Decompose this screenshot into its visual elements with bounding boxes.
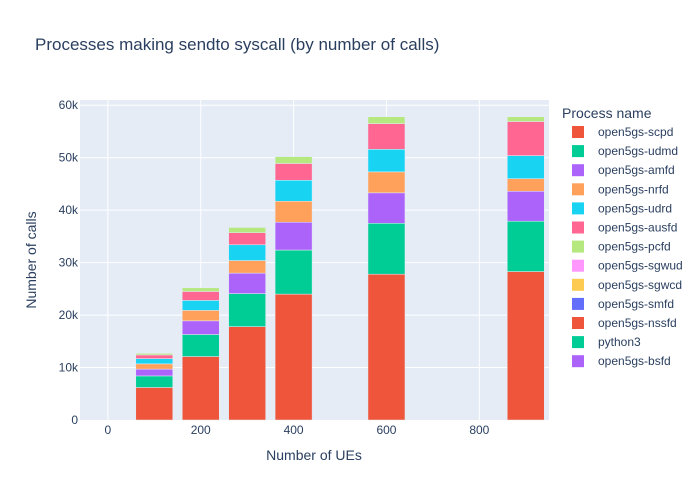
bar-segment (507, 191, 545, 222)
legend-swatch (572, 183, 584, 196)
legend-swatch (572, 336, 584, 349)
bar-segment (181, 320, 220, 335)
y-axis-ticks: 0 10k 20k 30k 40k 50k 60k (59, 98, 79, 427)
legend-label: open5gs-udmd (598, 144, 678, 158)
bar-segment (274, 156, 313, 164)
y-tick-label: 10k (59, 361, 79, 375)
y-tick-label: 0 (71, 413, 78, 427)
bar-segment (274, 180, 313, 202)
bar-segment (367, 116, 406, 124)
bar-segment (135, 353, 174, 356)
bar-segment (228, 272, 266, 294)
legend-swatch (572, 278, 584, 291)
bar-segment (507, 271, 545, 421)
bar-segment (181, 310, 220, 322)
bar-segment (135, 387, 174, 421)
x-tick-label: 600 (376, 423, 396, 437)
legend-label: open5gs-pcfd (598, 240, 671, 254)
bar-segment (274, 221, 313, 251)
bar-segment (228, 227, 266, 233)
bar-segment (228, 260, 266, 274)
bar-segment (274, 249, 313, 295)
legend: Process name open5gs-scpd open5gs-udmd ope… (562, 105, 683, 368)
bars (135, 116, 545, 421)
legend-label: open5gs-nrfd (598, 182, 669, 196)
bar-segment (274, 163, 313, 181)
legend-label: open5gs-sgwud (598, 259, 683, 273)
x-tick-label: 400 (284, 423, 304, 437)
legend-label: python3 (598, 335, 641, 349)
legend-label: open5gs-udrd (598, 201, 672, 215)
x-tick-label: 200 (191, 423, 211, 437)
legend-label: open5gs-scpd (598, 125, 673, 139)
bar-segment (367, 273, 406, 421)
bar-segment (367, 223, 406, 275)
bar-segment (135, 375, 174, 388)
chart-title: Processes making sendto syscall (by numb… (35, 35, 439, 54)
bar-segment (135, 354, 174, 359)
legend-swatch (572, 221, 584, 234)
bar-segment (181, 300, 220, 311)
bar-segment (367, 149, 406, 173)
bar-segment (135, 358, 174, 365)
bar-segment (135, 368, 174, 377)
legend-title: Process name (562, 105, 652, 121)
legend-label: open5gs-ausfd (598, 221, 677, 235)
bar-segment (135, 363, 174, 370)
legend-swatch (572, 164, 584, 177)
bar-segment (367, 192, 406, 224)
bar-segment (507, 178, 545, 192)
bar-segment (181, 287, 220, 292)
legend-swatch (572, 145, 584, 158)
legend-label: open5gs-sgwcd (598, 278, 682, 292)
x-tick-label: 0 (105, 423, 112, 437)
x-axis-title: Number of UEs (266, 447, 362, 463)
legend-swatch (572, 259, 584, 272)
bar-segment (507, 121, 545, 156)
legend-swatch (572, 355, 584, 368)
legend-swatch (572, 126, 584, 138)
legend-swatch (572, 297, 584, 310)
x-axis-ticks: 0 200 400 600 800 (105, 423, 490, 437)
legend-label: open5gs-amfd (598, 163, 675, 177)
bar-segment (228, 232, 266, 246)
bar-segment (228, 326, 266, 421)
bar-segment (228, 293, 266, 327)
legend-label: open5gs-nssfd (598, 316, 677, 330)
y-tick-label: 60k (59, 98, 79, 112)
bar-segment (367, 123, 406, 150)
bar-segment (274, 293, 313, 421)
y-tick-label: 20k (59, 308, 79, 322)
bar-segment (181, 356, 220, 421)
bar-segment (181, 334, 220, 357)
bar-segment (507, 155, 545, 179)
bar-segment (507, 220, 545, 272)
bar-segment (274, 200, 313, 223)
x-tick-label: 800 (469, 423, 489, 437)
bar-segment (228, 244, 266, 261)
legend-label: open5gs-bsfd (598, 354, 671, 368)
y-tick-label: 30k (59, 256, 79, 270)
y-tick-label: 50k (59, 151, 79, 165)
bar-segment (507, 116, 545, 122)
y-axis-title: Number of calls (23, 211, 39, 308)
legend-swatch (572, 240, 584, 253)
legend-swatch (572, 202, 584, 215)
legend-label: open5gs-smfd (598, 297, 674, 311)
legend-swatch (572, 317, 584, 329)
y-tick-label: 40k (59, 203, 79, 217)
bar-segment (367, 171, 406, 194)
bar-segment (181, 291, 220, 301)
